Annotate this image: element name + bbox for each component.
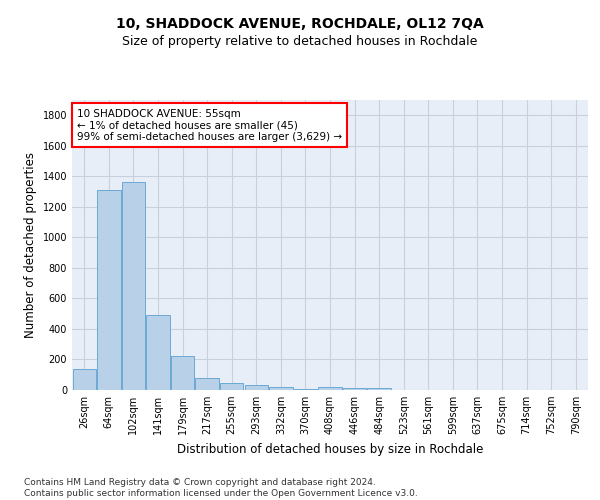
Bar	[73, 368, 96, 390]
Text: 10 SHADDOCK AVENUE: 55sqm
← 1% of detached houses are smaller (45)
99% of semi-d: 10 SHADDOCK AVENUE: 55sqm ← 1% of detach…	[77, 108, 342, 142]
Bar	[367, 388, 391, 390]
Text: 10, SHADDOCK AVENUE, ROCHDALE, OL12 7QA: 10, SHADDOCK AVENUE, ROCHDALE, OL12 7QA	[116, 18, 484, 32]
Bar	[122, 182, 145, 390]
Bar	[146, 315, 170, 390]
Bar	[171, 356, 194, 390]
X-axis label: Distribution of detached houses by size in Rochdale: Distribution of detached houses by size …	[177, 442, 483, 456]
Y-axis label: Number of detached properties: Number of detached properties	[24, 152, 37, 338]
Bar	[269, 387, 293, 390]
Text: Size of property relative to detached houses in Rochdale: Size of property relative to detached ho…	[122, 35, 478, 48]
Bar	[196, 378, 219, 390]
Bar	[319, 387, 341, 390]
Bar	[343, 388, 366, 390]
Bar	[294, 389, 317, 390]
Bar	[97, 190, 121, 390]
Bar	[220, 383, 244, 390]
Bar	[245, 386, 268, 390]
Text: Contains HM Land Registry data © Crown copyright and database right 2024.
Contai: Contains HM Land Registry data © Crown c…	[24, 478, 418, 498]
